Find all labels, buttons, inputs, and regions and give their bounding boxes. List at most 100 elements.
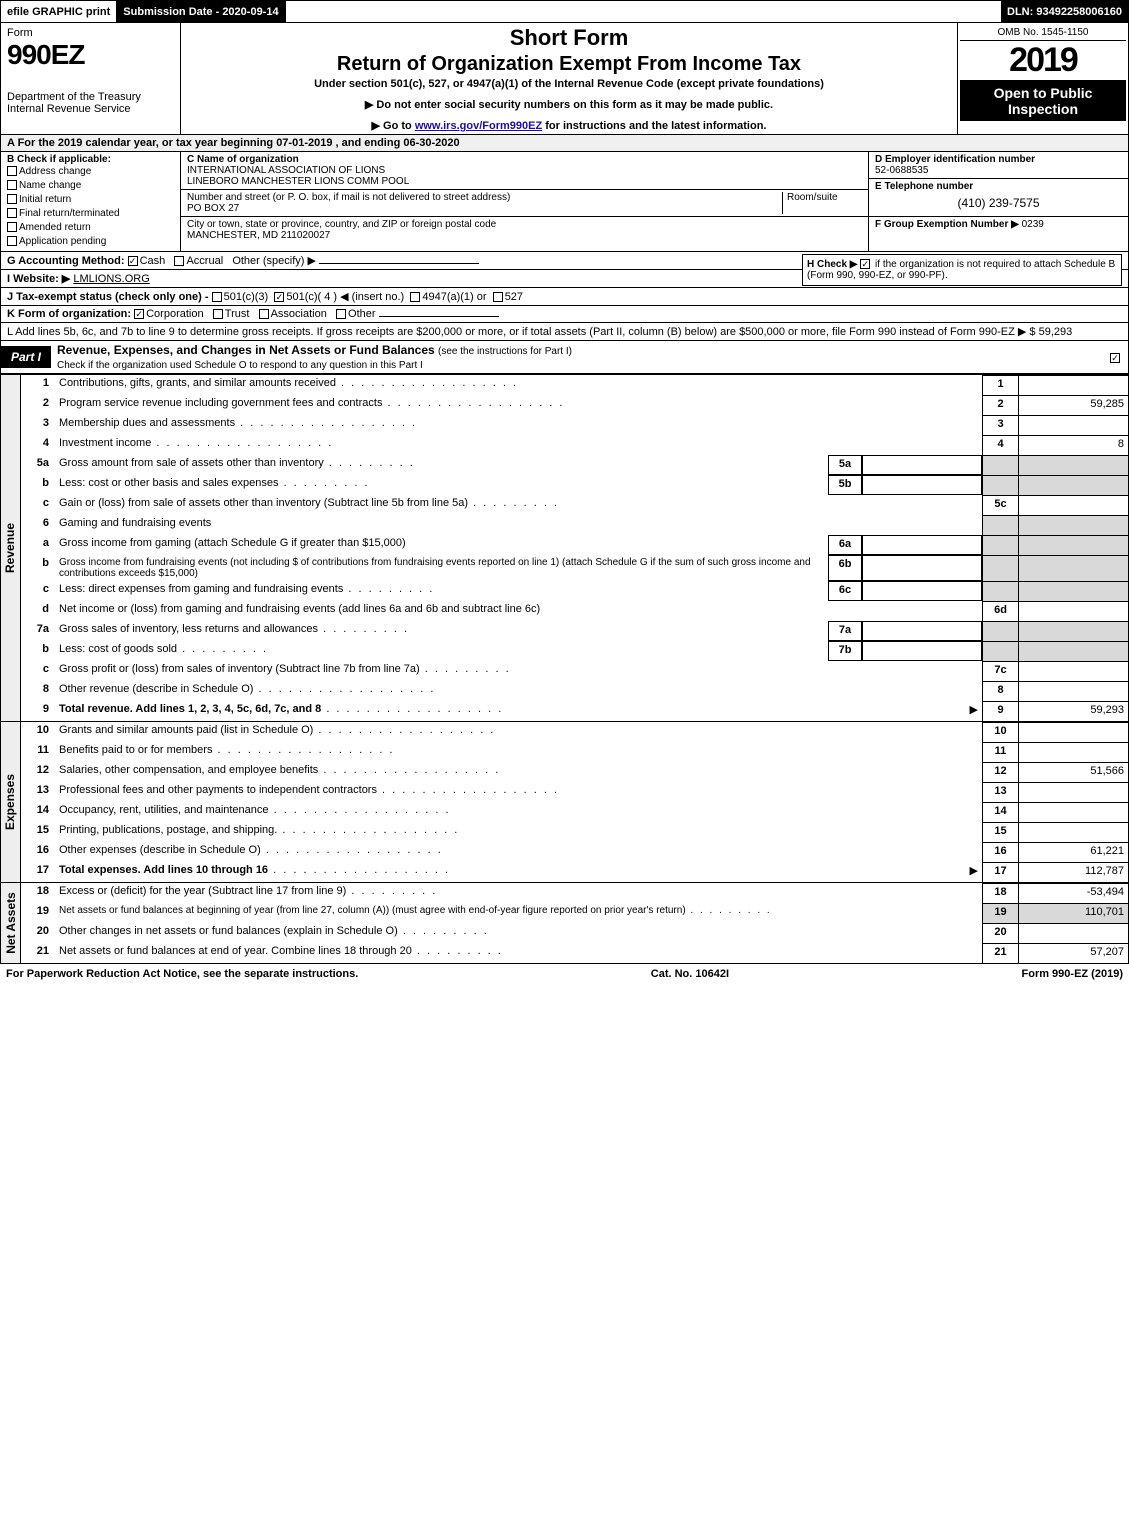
part1-schedule-o-check[interactable] <box>1108 350 1128 364</box>
line-18: 18Excess or (deficit) for the year (Subt… <box>21 883 1128 903</box>
check-h[interactable] <box>860 259 870 269</box>
line-13: 13Professional fees and other payments t… <box>21 782 1128 802</box>
page-footer: For Paperwork Reduction Act Notice, see … <box>0 964 1129 984</box>
form-subtitle: Under section 501(c), 527, or 4947(a)(1)… <box>187 78 951 90</box>
dept-label: Department of the Treasury <box>7 91 174 103</box>
d-label: D Employer identification number <box>875 154 1122 165</box>
c-label: C Name of organization <box>187 154 862 165</box>
l-value: $ 59,293 <box>1029 326 1072 338</box>
line-17: 17Total expenses. Add lines 10 through 1… <box>21 862 1128 882</box>
line-2: 2Program service revenue including gover… <box>21 395 1128 415</box>
form-number: 990EZ <box>7 39 174 71</box>
check-association[interactable] <box>259 309 269 319</box>
f-label: F Group Exemption Number ▶ <box>875 219 1019 230</box>
top-bar: efile GRAPHIC print Submission Date - 20… <box>0 0 1129 22</box>
line-7b: bLess: cost of goods sold7b <box>21 641 1128 661</box>
submission-date: Submission Date - 2020-09-14 <box>117 1 285 22</box>
form-header: Form 990EZ Department of the Treasury In… <box>0 22 1129 135</box>
part1-header: Part I Revenue, Expenses, and Changes in… <box>0 341 1129 374</box>
street-block: Number and street (or P. O. box, if mail… <box>181 190 868 217</box>
check-application-pending[interactable]: Application pending <box>7 235 174 249</box>
check-501c3[interactable] <box>212 292 222 302</box>
website-value[interactable]: LMLIONS.ORG <box>73 273 149 285</box>
entity-block: B Check if applicable: Address change Na… <box>0 152 1129 251</box>
phone-block: E Telephone number (410) 239-7575 <box>869 179 1128 217</box>
check-address-change[interactable]: Address change <box>7 165 174 179</box>
i-label: I Website: ▶ <box>7 273 70 285</box>
expenses-section: Expenses 10Grants and similar amounts pa… <box>1 721 1128 882</box>
group-block: F Group Exemption Number ▶ 0239 <box>869 217 1128 232</box>
ein-block: D Employer identification number 52-0688… <box>869 152 1128 179</box>
org-name: INTERNATIONAL ASSOCIATION OF LIONS LINEB… <box>187 165 862 187</box>
open-inspection: Open to Public Inspection <box>960 81 1126 121</box>
header-left: Form 990EZ Department of the Treasury In… <box>1 23 181 134</box>
check-corporation[interactable] <box>134 309 144 319</box>
efile-label: efile GRAPHIC print <box>1 1 117 22</box>
revenue-vlabel: Revenue <box>1 375 21 721</box>
expenses-vlabel: Expenses <box>1 722 21 882</box>
line-16: 16Other expenses (describe in Schedule O… <box>21 842 1128 862</box>
revenue-section: Revenue 1Contributions, gifts, grants, a… <box>1 374 1128 721</box>
line-5b: bLess: cost or other basis and sales exp… <box>21 475 1128 495</box>
line-15: 15Printing, publications, postage, and s… <box>21 822 1128 842</box>
line-21: 21Net assets or fund balances at end of … <box>21 943 1128 963</box>
check-final-return[interactable]: Final return/terminated <box>7 207 174 221</box>
check-501c[interactable] <box>274 292 284 302</box>
group-value: 0239 <box>1022 219 1044 230</box>
line-5a: 5aGross amount from sale of assets other… <box>21 455 1128 475</box>
part1-tab: Part I <box>1 346 51 368</box>
line-6b: bGross income from fundraising events (n… <box>21 555 1128 581</box>
check-name-change[interactable]: Name change <box>7 179 174 193</box>
city-label: City or town, state or province, country… <box>187 219 496 230</box>
g-label: G Accounting Method: <box>7 255 125 267</box>
irs-link[interactable]: www.irs.gov/Form990EZ <box>415 120 542 132</box>
check-other-org[interactable] <box>336 309 346 319</box>
form-word: Form <box>7 27 174 39</box>
city-block: City or town, state or province, country… <box>181 217 868 243</box>
street-value: PO BOX 27 <box>187 203 239 214</box>
goto-instructions: ▶ Go to www.irs.gov/Form990EZ for instru… <box>187 119 951 132</box>
line-1: 1Contributions, gifts, grants, and simil… <box>21 375 1128 395</box>
header-center: Short Form Return of Organization Exempt… <box>181 23 958 134</box>
section-c: C Name of organization INTERNATIONAL ASS… <box>181 152 868 251</box>
k-label: K Form of organization: <box>7 308 131 320</box>
b-label: B Check if applicable: <box>7 154 174 165</box>
part1-check-line: Check if the organization used Schedule … <box>57 360 423 371</box>
line-10: 10Grants and similar amounts paid (list … <box>21 722 1128 742</box>
header-right: OMB No. 1545-1150 2019 Open to Public In… <box>958 23 1128 134</box>
line-9: 9Total revenue. Add lines 1, 2, 3, 4, 5c… <box>21 701 1128 721</box>
footer-right: Form 990-EZ (2019) <box>1022 968 1123 980</box>
line-14: 14Occupancy, rent, utilities, and mainte… <box>21 802 1128 822</box>
check-initial-return[interactable]: Initial return <box>7 193 174 207</box>
ssn-warning: ▶ Do not enter social security numbers o… <box>187 98 951 111</box>
tax-period: A For the 2019 calendar year, or tax yea… <box>0 135 1129 152</box>
part1-title: Revenue, Expenses, and Changes in Net As… <box>51 341 1108 373</box>
line-7a: 7aGross sales of inventory, less returns… <box>21 621 1128 641</box>
line-8: 8Other revenue (describe in Schedule O)8 <box>21 681 1128 701</box>
netassets-vlabel: Net Assets <box>1 883 21 963</box>
check-4947[interactable] <box>410 292 420 302</box>
check-cash[interactable] <box>128 256 138 266</box>
netassets-section: Net Assets 18Excess or (deficit) for the… <box>1 882 1128 963</box>
check-accrual[interactable] <box>174 256 184 266</box>
irs-label: Internal Revenue Service <box>7 103 174 115</box>
city-value: MANCHESTER, MD 211020027 <box>187 230 330 241</box>
line-6: 6Gaming and fundraising events <box>21 515 1128 535</box>
ein-value: 52-0688535 <box>875 165 1122 176</box>
omb-number: OMB No. 1545-1150 <box>960 25 1126 41</box>
check-trust[interactable] <box>213 309 223 319</box>
form-org-row: K Form of organization: Corporation Trus… <box>0 306 1129 323</box>
line-6d: dNet income or (loss) from gaming and fu… <box>21 601 1128 621</box>
form-title: Return of Organization Exempt From Incom… <box>187 53 951 76</box>
check-amended-return[interactable]: Amended return <box>7 221 174 235</box>
check-527[interactable] <box>493 292 503 302</box>
line-19: 19Net assets or fund balances at beginni… <box>21 903 1128 923</box>
tax-year: 2019 <box>960 41 1126 81</box>
line-20: 20Other changes in net assets or fund ba… <box>21 923 1128 943</box>
section-def: D Employer identification number 52-0688… <box>868 152 1128 251</box>
line-11: 11Benefits paid to or for members11 <box>21 742 1128 762</box>
h-label: H Check ▶ <box>807 259 857 270</box>
footer-left: For Paperwork Reduction Act Notice, see … <box>6 968 358 980</box>
e-label: E Telephone number <box>875 181 1122 192</box>
line-6a: aGross income from gaming (attach Schedu… <box>21 535 1128 555</box>
